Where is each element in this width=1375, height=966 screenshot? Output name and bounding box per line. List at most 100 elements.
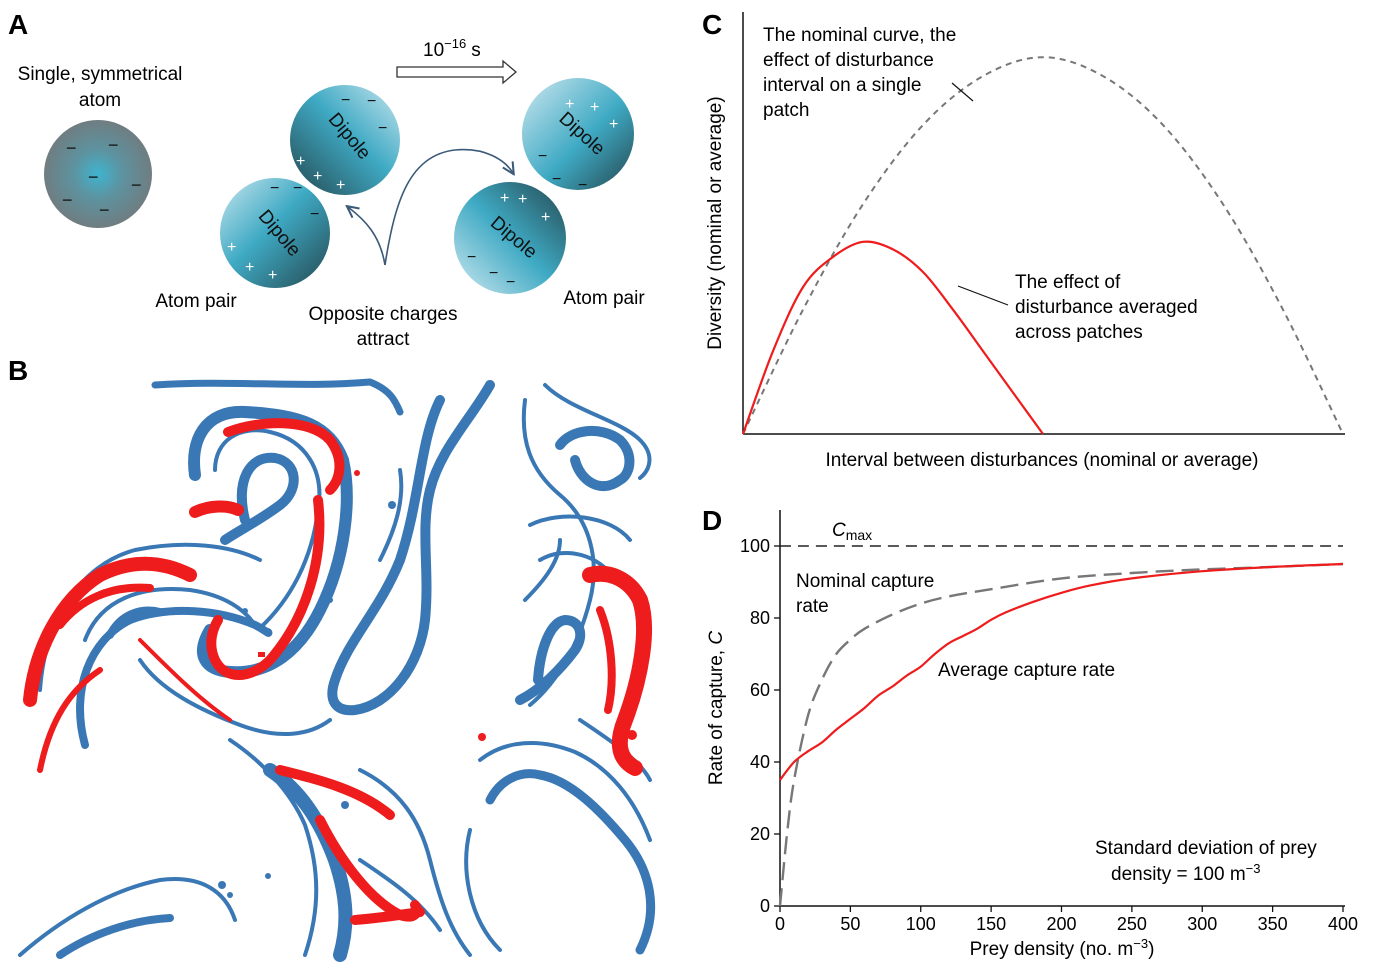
panel-d-letter: D (702, 505, 722, 536)
red-speck (627, 730, 637, 740)
panel-c: C Diversity (nominal or average) Interva… (702, 9, 1345, 471)
nominal-curve-note: The nominal curve, the effect of disturb… (763, 25, 962, 121)
dipole-bottom-right: Dipole + + + − − − (454, 182, 566, 294)
blue-speck (327, 597, 333, 603)
charge-minus: − (367, 93, 376, 110)
charge-plus: + (268, 267, 277, 284)
charge-minus: − (489, 265, 498, 282)
blue-filament (523, 538, 562, 602)
charge-minus: − (99, 200, 110, 220)
charge-minus: − (506, 274, 515, 291)
panel-a-letter: A (8, 9, 28, 40)
red-filament (275, 765, 395, 820)
blue-filament (327, 380, 495, 716)
red-filament (582, 565, 652, 776)
symmetrical-atom: − − − − − − (44, 120, 152, 228)
blue-filament (485, 769, 656, 955)
axis-ticks: 0 50 100 150 200 250 300 350 400 0 20 40 60 80 100 (740, 536, 1358, 934)
average-leader-line (957, 285, 1009, 306)
panel-b-letter: B (8, 355, 28, 386)
blue-filament (358, 858, 442, 932)
blue-filament (478, 741, 652, 842)
x-tick-label: 100 (906, 914, 936, 934)
nominal-capture-label: Nominal capture rate (796, 571, 940, 617)
panel-b: B (8, 355, 656, 962)
blue-speck (341, 801, 349, 809)
red-speck (478, 733, 486, 741)
charge-minus: − (310, 206, 319, 223)
average-curve-note: The effect of disturbance averaged acros… (1015, 272, 1203, 343)
nominal-capture-curve (778, 562, 1344, 907)
blue-filament (515, 615, 586, 705)
x-axis-label: Prey density (no. m−3) (970, 936, 1155, 960)
charge-plus: + (245, 259, 254, 276)
charge-minus: − (131, 175, 142, 195)
charge-minus: − (293, 180, 302, 197)
charge-plus: + (518, 191, 527, 208)
blue-speck (218, 881, 226, 889)
blue-filament (106, 606, 164, 639)
charge-plus: + (296, 153, 305, 170)
atom-pair-right-label: Atom pair (563, 288, 645, 309)
sd-note: Standard deviation of prey density = 100… (1095, 838, 1322, 885)
average-capture-label: Average capture rate (938, 660, 1115, 681)
charge-plus: + (541, 209, 550, 226)
charge-minus: − (62, 190, 73, 210)
charge-minus: − (467, 249, 476, 266)
red-filament (37, 667, 103, 773)
red-speck (354, 470, 360, 476)
single-atom-label-line2: atom (79, 90, 121, 111)
average-curve (741, 240, 1044, 435)
y-axis-label: Rate of capture, C (706, 631, 727, 785)
blue-speck (265, 873, 271, 879)
y-tick-label: 80 (750, 608, 770, 628)
red-filament (596, 606, 616, 714)
panel-a: A Single, symmetrical atom − − − − − − 1… (8, 9, 645, 350)
x-tick-label: 0 (775, 914, 785, 934)
blue-filament (378, 468, 404, 562)
cmax-label: Cmax (832, 520, 872, 543)
y-axis-label: Diversity (nominal or average) (705, 96, 726, 349)
x-tick-label: 250 (1117, 914, 1147, 934)
charge-plus: + (500, 190, 509, 207)
attract-arrow-right (384, 148, 513, 266)
charge-minus: − (66, 138, 77, 158)
dipole-bottom-left: Dipole − − − + + + (220, 178, 330, 288)
x-tick-label: 400 (1328, 914, 1358, 934)
nominal-curve (742, 56, 1344, 435)
blue-filament (220, 452, 299, 545)
nominal-leader-line (951, 82, 974, 102)
red-filament (223, 418, 345, 495)
blue-filament (138, 658, 332, 737)
x-tick-label: 200 (1046, 914, 1076, 934)
blue-filament (263, 763, 353, 962)
charge-plus: + (609, 116, 618, 133)
blue-speck (227, 892, 233, 898)
blue-filament (151, 378, 404, 416)
red-filament (138, 638, 232, 722)
charge-plus: + (227, 239, 236, 256)
red-filament (189, 500, 244, 518)
panel-d: D 0 50 100 150 200 250 300 350 400 0 20 40 60 80 100 R… (702, 505, 1358, 960)
charge-minus: − (552, 171, 561, 188)
attract-label-line1: Opposite charges (309, 304, 458, 325)
red-filament (56, 583, 154, 629)
y-tick-label: 0 (760, 896, 770, 916)
x-axis-label: Interval between disturbances (nominal o… (825, 450, 1258, 471)
x-tick-label: 300 (1187, 914, 1217, 934)
charge-minus: − (108, 135, 119, 155)
x-tick-label: 350 (1258, 914, 1288, 934)
charge-plus: + (313, 168, 322, 185)
blue-filament (83, 587, 257, 642)
dipole-top-right: Dipole + + + − − − (522, 78, 634, 194)
blue-filament (56, 914, 174, 959)
blue-filament (464, 828, 502, 952)
charge-plus: + (590, 99, 599, 116)
charge-minus: − (538, 148, 547, 165)
neutral-atom-sphere (44, 120, 152, 228)
blue-filament (528, 514, 632, 542)
attract-label-line2: attract (357, 329, 411, 350)
time-label: 10−16 s (423, 36, 481, 61)
charge-minus: − (578, 177, 587, 194)
